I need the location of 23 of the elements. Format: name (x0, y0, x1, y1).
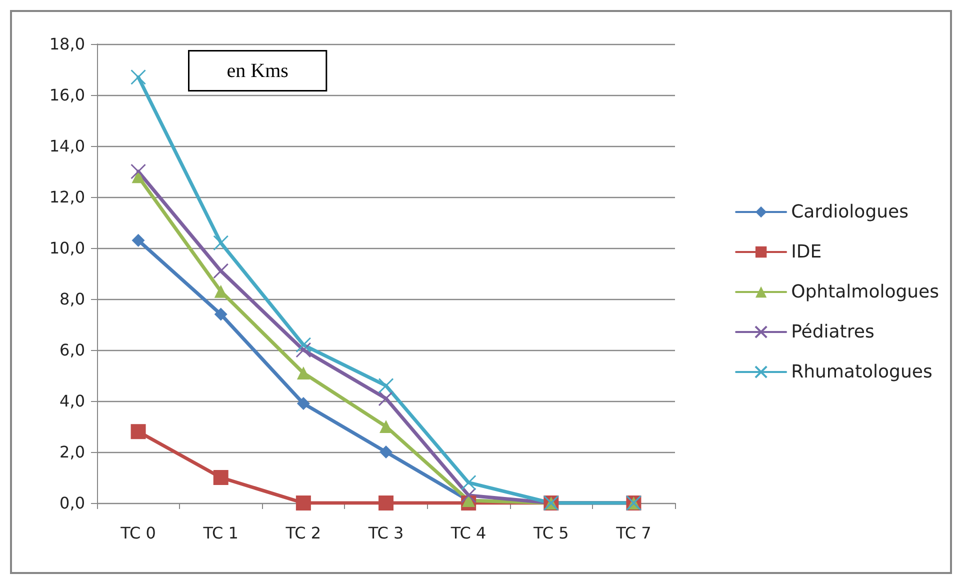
x-tick-label: TC 4 (450, 524, 486, 542)
y-tick-label: 2,0 (60, 442, 85, 462)
y-tick-label: 4,0 (60, 392, 85, 410)
y-tick-label: 14,0 (49, 136, 85, 156)
x-tick-label: TC 1 (202, 524, 238, 542)
x-tick-label: TC 3 (367, 524, 404, 542)
y-tick-label: 12,0 (49, 188, 85, 206)
x-tick-label: TC 7 (615, 524, 652, 542)
y-tick-label: 0,0 (60, 494, 85, 512)
legend-label: Pédiatres (791, 322, 874, 342)
y-tick-label: 16,0 (49, 86, 85, 104)
annotation: en Kms (226, 60, 289, 82)
y-tick-label: 8,0 (60, 290, 85, 308)
legend-label: Ophtalmologues (791, 282, 939, 302)
y-tick-label: 10,0 (49, 238, 85, 258)
x-tick-label: TC 0 (120, 524, 156, 542)
y-tick-label: 18,0 (49, 34, 85, 54)
legend-label: Rhumatologues (791, 362, 932, 382)
x-tick-label: TC 2 (284, 524, 322, 542)
legend-label: Cardiologues (791, 202, 908, 222)
y-tick-label: 6,0 (60, 340, 85, 360)
legend-label: IDE (791, 242, 822, 262)
x-tick-label: TC 5 (532, 524, 569, 542)
